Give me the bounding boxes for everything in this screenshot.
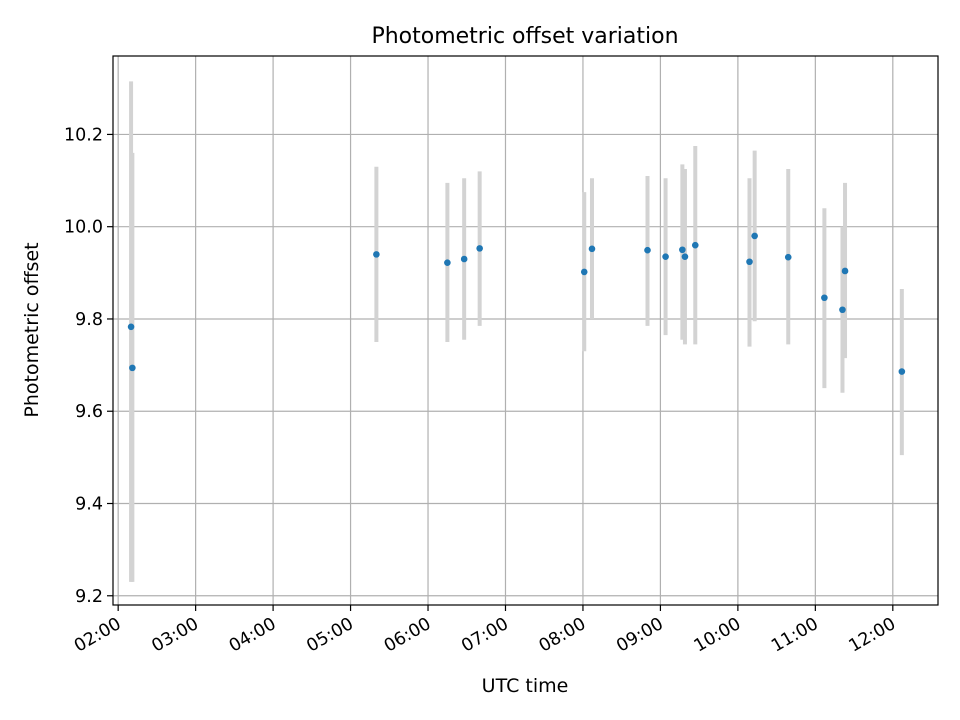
data-point (127, 323, 135, 331)
data-point (460, 255, 468, 263)
data-point (746, 258, 753, 266)
x-tick-label: 06:00 (381, 614, 435, 657)
data-point (841, 267, 849, 275)
y-axis-ticks: 9.2 9.4 9.6 9.8 10.0 10.2 (64, 125, 113, 607)
data-point (373, 251, 380, 258)
data-point (580, 268, 588, 276)
data-point (898, 368, 906, 375)
data-point (784, 253, 792, 261)
error-bars (129, 81, 904, 582)
data-point (662, 253, 669, 260)
x-tick-label: 04:00 (226, 614, 280, 657)
y-tick-label: 9.6 (75, 402, 103, 422)
y-tick-label: 9.4 (75, 495, 103, 515)
data-point (821, 294, 828, 302)
data-point (679, 246, 686, 254)
x-axis-ticks: 02:00 03:00 04:00 05:00 06:00 07:00 08:00 09:00… (71, 605, 899, 657)
x-tick-label: 12:00 (846, 614, 900, 657)
data-point (444, 259, 451, 266)
x-tick-label: 10:00 (691, 614, 745, 657)
x-tick-label: 05:00 (303, 614, 357, 657)
data-point (476, 245, 483, 252)
y-tick-label: 9.2 (75, 587, 103, 607)
x-tick-label: 03:00 (148, 614, 202, 657)
data-point (839, 306, 846, 314)
data-point (681, 253, 689, 260)
data-point (129, 364, 136, 372)
x-tick-label: 07:00 (458, 614, 512, 657)
x-tick-label: 02:00 (71, 614, 125, 657)
y-tick-label: 9.8 (75, 310, 103, 330)
y-tick-label: 10.2 (64, 125, 103, 145)
grid (113, 56, 938, 605)
x-axis-label: UTC time (482, 675, 569, 697)
x-tick-label: 09:00 (613, 614, 667, 657)
x-tick-label: 08:00 (536, 614, 590, 657)
data-point (691, 241, 699, 249)
data-point (588, 245, 596, 253)
data-points (127, 232, 906, 375)
data-point (644, 246, 651, 254)
chart-title: Photometric offset variation (371, 24, 678, 49)
y-axis-label: Photometric offset (21, 242, 43, 417)
y-tick-label: 10.0 (64, 218, 103, 238)
x-tick-label: 11:00 (768, 614, 822, 657)
plot-frame (112, 55, 939, 606)
data-point (751, 232, 758, 240)
